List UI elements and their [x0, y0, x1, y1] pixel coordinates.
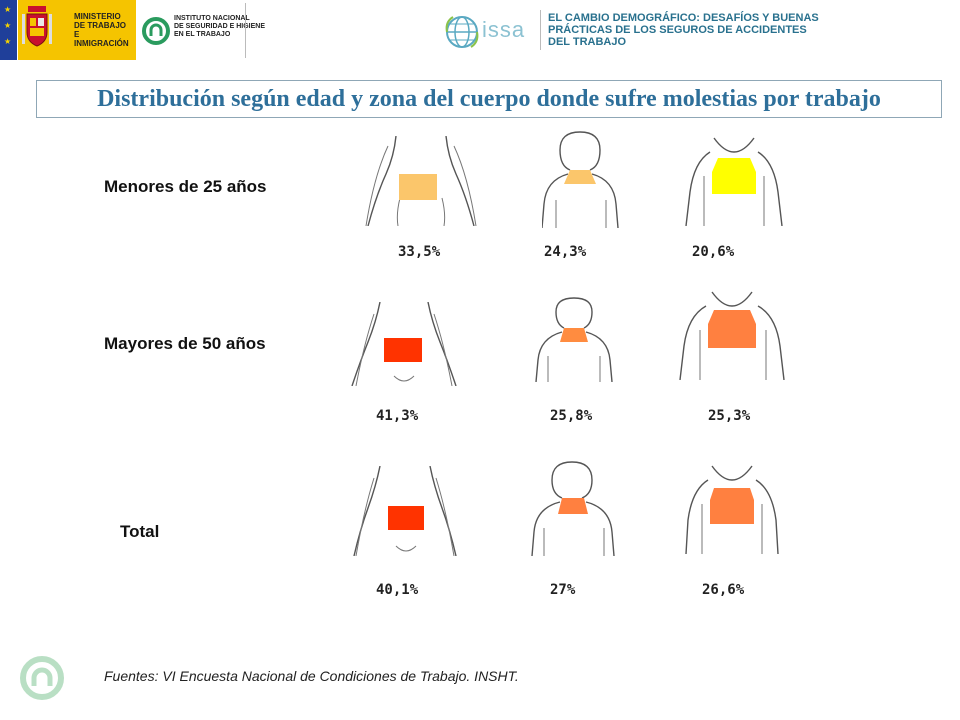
neck-figure-total	[531, 461, 615, 556]
insht-logo-icon	[142, 17, 170, 45]
upper-back-zone	[708, 310, 756, 348]
lower-back-figure-total	[353, 466, 457, 556]
upper-back-figure-total	[685, 465, 779, 554]
coat-of-arms-icon	[22, 6, 52, 47]
upper-back-zone	[710, 488, 754, 524]
issa-conference-title: EL CAMBIO DEMOGRÁFICO: DESAFÍOS Y BUENAS…	[548, 12, 819, 48]
header: ★ ★ ★ MINISTERIO DE TRABAJO E INMIGRACIÓ…	[0, 0, 960, 62]
slide-title-box: Distribución según edad y zona del cuerp…	[36, 80, 942, 118]
lower-back-figure-under-25	[365, 136, 477, 226]
slide-title: Distribución según edad y zona del cuerp…	[97, 86, 881, 112]
insht-watermark-icon	[20, 656, 64, 700]
value-over-50-lower-back: 41,3%	[376, 408, 419, 424]
upper-back-zone	[712, 158, 756, 194]
issa-divider	[540, 10, 541, 50]
neck-zone	[564, 170, 596, 184]
neck-zone	[560, 328, 588, 342]
header-divider	[245, 3, 246, 58]
lower-back-zone	[384, 338, 422, 362]
neck-figure-under-25	[542, 131, 619, 228]
value-over-50-upper-back: 25,3%	[708, 408, 751, 424]
value-total-neck: 27%	[550, 582, 576, 598]
value-total-lower-back: 40,1%	[376, 582, 419, 598]
value-under-25-neck: 24,3%	[544, 244, 587, 260]
lower-back-figure-over-50	[351, 302, 457, 386]
value-under-25-lower-back: 33,5%	[398, 244, 441, 260]
neck-figure-over-50	[535, 297, 613, 382]
ministry-name: MINISTERIO DE TRABAJO E INMIGRACIÓN	[74, 12, 129, 48]
value-over-50-neck: 25,8%	[550, 408, 593, 424]
source-note: Fuentes: VI Encuesta Nacional de Condici…	[104, 668, 519, 684]
issa-globe-icon	[445, 16, 479, 48]
group-label-total: Total	[120, 522, 160, 541]
group-label-under-25: Menores de 25 años	[104, 177, 267, 196]
value-under-25-upper-back: 20,6%	[692, 244, 735, 260]
issa-wordmark: issa	[482, 17, 526, 42]
eu-flag-icon: ★ ★ ★	[0, 0, 17, 60]
value-total-upper-back: 26,6%	[702, 582, 745, 598]
neck-zone	[558, 498, 588, 514]
lower-back-zone	[388, 506, 424, 530]
lower-back-zone	[399, 174, 437, 200]
group-label-over-50: Mayores de 50 años	[104, 334, 266, 353]
upper-back-figure-over-50	[679, 291, 785, 380]
upper-back-figure-under-25	[685, 137, 783, 226]
insht-name: INSTITUTO NACIONAL DE SEGURIDAD E HIGIEN…	[174, 15, 266, 38]
ministry-logo: MINISTERIO DE TRABAJO E INMIGRACIÓN	[18, 0, 136, 60]
